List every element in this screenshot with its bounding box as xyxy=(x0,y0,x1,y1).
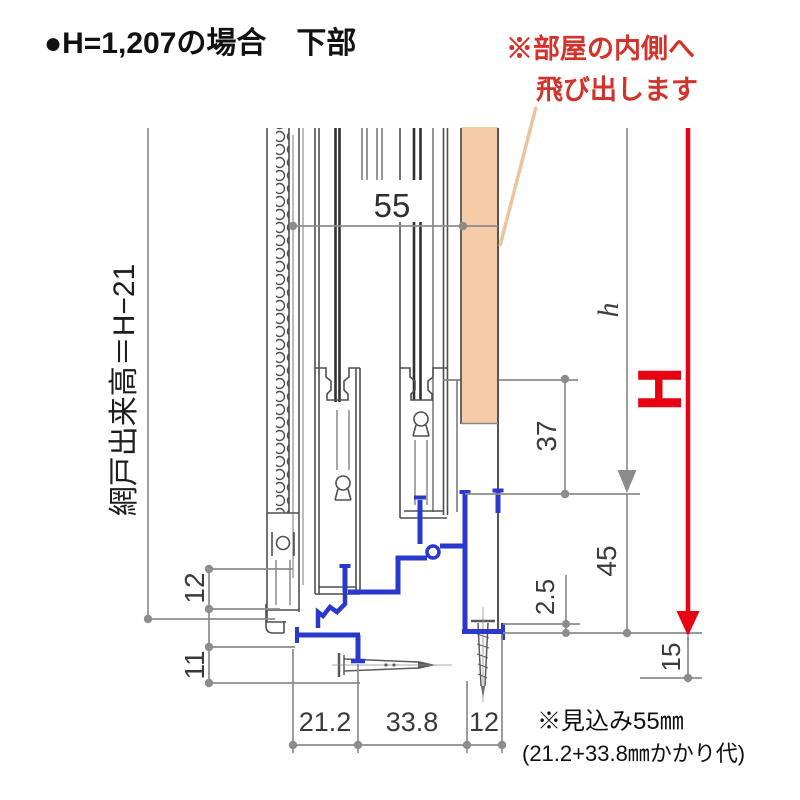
dim-12-bottom-label: 12 xyxy=(469,707,499,737)
board-edges xyxy=(460,128,499,631)
note-depth-line1: ※見込み55㎜ xyxy=(537,708,684,735)
dimension-screen-height xyxy=(143,128,275,624)
dim-12-left-label: 12 xyxy=(179,572,210,603)
dim-37-label: 37 xyxy=(531,420,562,451)
note-interior-line1: ※部屋の内側へ xyxy=(506,33,695,64)
note-interior-line2: 飛び出します xyxy=(536,75,698,105)
inner-sash-bottom-rail xyxy=(400,367,447,519)
sash-height-label: h xyxy=(592,303,625,318)
dim-55-label: 55 xyxy=(374,187,411,224)
roller-icon xyxy=(413,411,429,427)
dimension-15 xyxy=(640,636,702,683)
dimension-h xyxy=(617,128,637,493)
dim-15-label: 15 xyxy=(656,643,686,672)
note-depth-line2: (21.2+33.8㎜かかり代) xyxy=(522,741,745,766)
sill-outer-lip xyxy=(265,604,285,634)
vertical-screw-icon xyxy=(471,607,495,702)
dim-2-5-label: 2.5 xyxy=(530,579,560,615)
outer-sash-bottom-rail xyxy=(315,367,361,595)
horizontal-screw-icon xyxy=(332,653,452,677)
dimension-45 xyxy=(622,494,632,638)
frame-height-arrow xyxy=(676,128,700,636)
dim-11-left-label: 11 xyxy=(179,650,210,679)
dim-33-8-label: 33.8 xyxy=(386,707,439,737)
interior-wood-board xyxy=(461,127,498,423)
dimension-37 xyxy=(443,374,640,499)
screen-height-label: 網戸出来高＝H−21 xyxy=(108,264,141,517)
dim-45-label: 45 xyxy=(591,545,622,576)
screen-rail xyxy=(266,512,299,623)
dimension-12-11 xyxy=(204,564,360,688)
roller-icon xyxy=(335,475,351,491)
arrow-down-icon xyxy=(676,611,700,636)
note-leader-line xyxy=(498,106,538,247)
dimension-bottom xyxy=(288,634,507,753)
profile-linework xyxy=(265,128,461,634)
dimension-55 xyxy=(288,221,498,231)
frame-height-label: H xyxy=(626,367,695,412)
roller-icon xyxy=(275,535,291,551)
page-title: ●H=1,207の場合 下部 xyxy=(44,26,356,60)
dimension-lines xyxy=(143,128,702,753)
sill-highlight-blue xyxy=(295,488,505,664)
dim-21-2-label: 21.2 xyxy=(299,707,352,737)
mesh-hatch xyxy=(276,128,289,513)
label-55-backplate xyxy=(357,180,427,222)
